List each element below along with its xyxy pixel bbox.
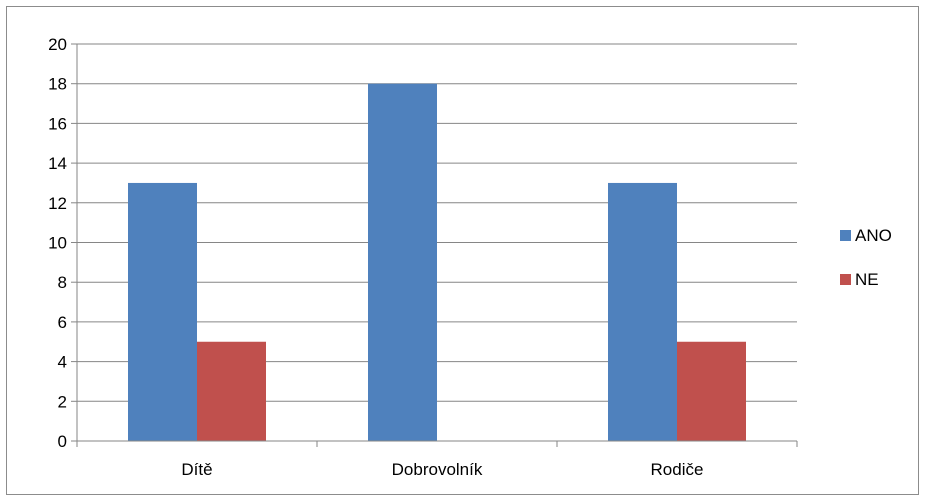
legend-label-ano: ANO bbox=[855, 226, 892, 245]
legend-swatch-ne bbox=[840, 274, 851, 285]
legend-swatch-ano bbox=[840, 230, 851, 241]
y-tick-label: 18 bbox=[48, 75, 67, 94]
legend: ANO NE bbox=[840, 226, 892, 289]
y-tick-label: 10 bbox=[48, 234, 67, 253]
y-tick-label: 8 bbox=[58, 273, 67, 292]
legend-label-ne: NE bbox=[855, 270, 879, 289]
bar-ano-3 bbox=[608, 182, 677, 441]
y-tick-label: 12 bbox=[48, 194, 67, 213]
y-tick-label: 20 bbox=[48, 35, 67, 54]
y-tick-label: 2 bbox=[58, 392, 67, 411]
bar-ne-3 bbox=[677, 341, 746, 441]
x-tick-label: Rodiče bbox=[651, 460, 704, 479]
y-tick-label: 6 bbox=[58, 313, 67, 332]
y-tick-label: 16 bbox=[48, 114, 67, 133]
bar-ano-1 bbox=[128, 182, 197, 441]
x-tick-labels: Dítě Dobrovolník Rodiče bbox=[76, 441, 798, 479]
y-tick-label: 0 bbox=[58, 432, 67, 451]
y-tick-label: 4 bbox=[58, 353, 67, 372]
y-tick-label: 14 bbox=[48, 154, 67, 173]
x-tick-label: Dítě bbox=[181, 460, 212, 479]
bar-ano-2 bbox=[368, 83, 437, 441]
y-tick-labels: 0 2 4 6 8 10 12 14 16 18 20 bbox=[48, 35, 77, 451]
x-tick-label: Dobrovolník bbox=[392, 460, 483, 479]
bars bbox=[128, 83, 746, 441]
bar-ne-1 bbox=[197, 341, 266, 441]
